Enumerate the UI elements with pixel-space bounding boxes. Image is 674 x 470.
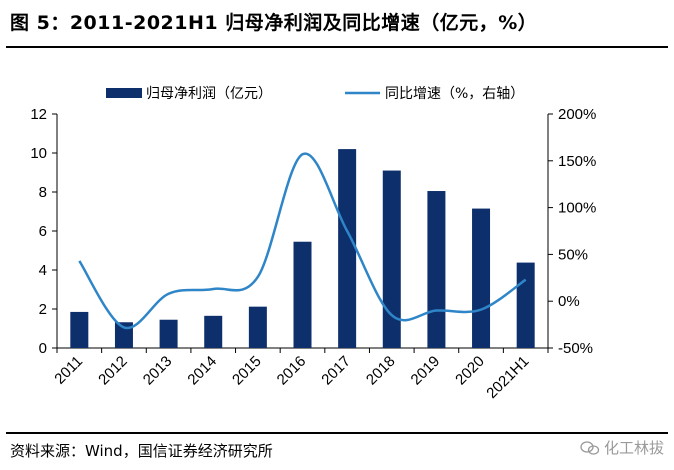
footer-divider bbox=[6, 432, 668, 434]
watermark: 化工林拔 bbox=[580, 437, 664, 458]
y-left-tick-label: 0 bbox=[39, 340, 47, 357]
legend-line-label: 同比增速（%，右轴） bbox=[385, 86, 524, 102]
y-right-tick-label: 150% bbox=[558, 153, 596, 170]
bar bbox=[70, 311, 89, 348]
line-series bbox=[78, 152, 527, 330]
chart-canvas: 归母净利润（亿元） 同比增速（%，右轴） 0 2 4 6 8 10 12 -50% 0% 50% 1… bbox=[30, 85, 596, 402]
bar-series bbox=[70, 149, 535, 348]
y-left-tick-label: 10 bbox=[30, 145, 47, 162]
y-right-tick-label: 200% bbox=[558, 106, 596, 123]
bar bbox=[293, 241, 312, 348]
y-left-tick-label: 6 bbox=[39, 223, 47, 240]
x-tick-label: 2016 bbox=[274, 353, 310, 389]
x-tick-label: 2013 bbox=[140, 353, 176, 389]
watermark-text: 化工林拔 bbox=[603, 439, 664, 457]
bar bbox=[382, 170, 401, 348]
bar bbox=[427, 191, 446, 348]
source-note: 资料来源：Wind，国信证券经济研究所 bbox=[10, 442, 273, 460]
y-left-tick-label: 12 bbox=[30, 106, 47, 123]
chart-title: 图 5：2011-2021H1 归母净利润及同比增速（亿元，%） bbox=[10, 12, 538, 34]
x-tick-label: 2014 bbox=[184, 353, 220, 389]
y-right-tick-label: 50% bbox=[558, 246, 588, 263]
y-right-tick-label: 0% bbox=[558, 293, 580, 310]
y-right-tick-label: 100% bbox=[558, 200, 596, 217]
bar bbox=[338, 149, 357, 348]
bar bbox=[204, 315, 223, 348]
x-tick-label: 2015 bbox=[229, 353, 265, 389]
x-tick-label: 2017 bbox=[318, 353, 354, 389]
legend-bar-swatch bbox=[106, 88, 142, 98]
wechat-icon bbox=[580, 441, 600, 455]
x-tick-label: 2019 bbox=[408, 353, 444, 389]
x-tick-label: 2021H1 bbox=[483, 353, 532, 402]
x-tick-label: 2020 bbox=[452, 353, 488, 389]
bar bbox=[159, 319, 178, 348]
y-left-tick-label: 8 bbox=[39, 184, 47, 201]
legend: 归母净利润（亿元） 同比增速（%，右轴） bbox=[106, 85, 524, 102]
y-right-tick-label: -50% bbox=[558, 340, 593, 357]
bar bbox=[516, 262, 535, 348]
title-divider bbox=[6, 46, 668, 48]
bar bbox=[472, 208, 491, 348]
bar bbox=[248, 306, 267, 348]
x-tick-label: 2018 bbox=[363, 353, 399, 389]
y-left-tick-label: 4 bbox=[39, 262, 47, 279]
growth-line bbox=[78, 152, 527, 330]
y-left-tick-label: 2 bbox=[39, 301, 47, 318]
x-tick-label: 2012 bbox=[95, 353, 131, 389]
legend-bar-label: 归母净利润（亿元） bbox=[146, 85, 272, 102]
x-tick-label: 2011 bbox=[51, 353, 86, 388]
